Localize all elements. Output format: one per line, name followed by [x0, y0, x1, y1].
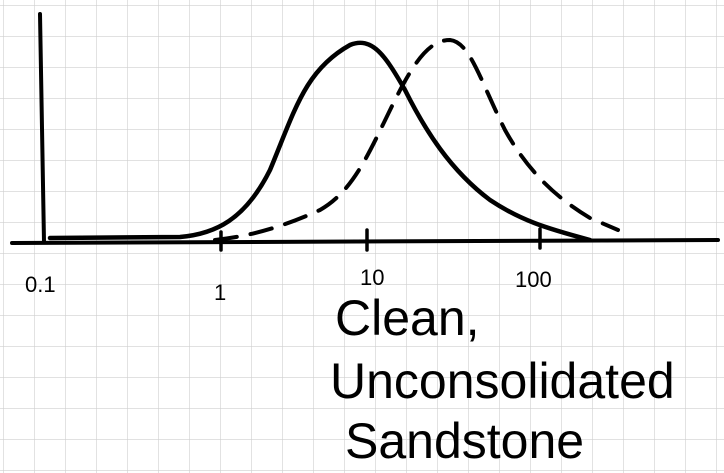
page: 0.1 1 10 100 Clean, Unconsolidated Sands… — [0, 0, 724, 473]
caption-line: Clean, — [335, 290, 480, 346]
sketch: 0.1 1 10 100 Clean, Unconsolidated Sands… — [0, 0, 724, 473]
tick-label: 0.1 — [25, 272, 56, 297]
tick-label: 10 — [360, 265, 384, 290]
caption-line: Sandstone — [345, 413, 584, 469]
caption-line: Unconsolidated — [330, 353, 675, 409]
tick-label: 1 — [214, 280, 226, 305]
tick-label: 100 — [515, 267, 552, 292]
